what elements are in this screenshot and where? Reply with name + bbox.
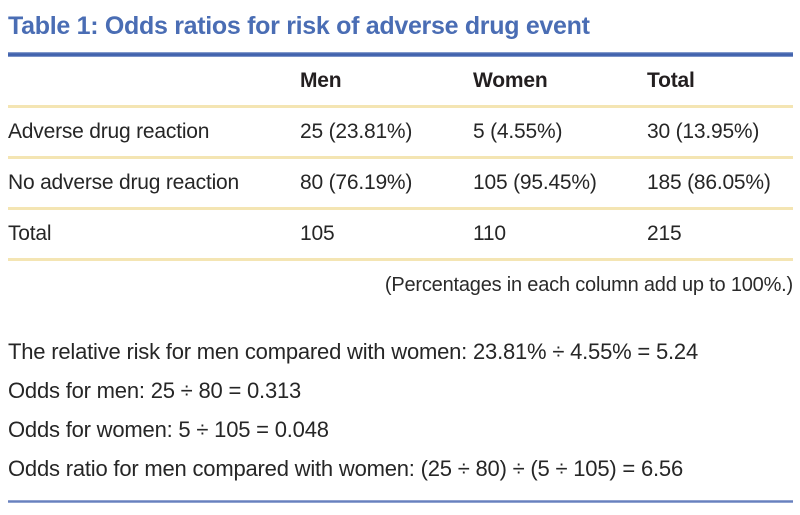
row-label: Adverse drug reaction: [8, 120, 210, 143]
cell-women: 5 (4.55%): [473, 120, 563, 143]
col-header-total: Total: [647, 69, 695, 92]
cell-women: 110: [473, 222, 506, 245]
cell-men: 105: [300, 222, 335, 245]
cell-total: 215: [647, 222, 682, 245]
table-row: Adverse drug reaction 25 (23.81%) 5 (4.5…: [8, 107, 793, 158]
cell-total: 30 (13.95%): [647, 120, 760, 143]
odds-ratio-table: Men Women Total Adverse drug reaction 25…: [8, 57, 793, 261]
odds-ratio-line: Odds ratio for men compared with women: …: [8, 456, 683, 481]
calculations-block: The relative risk for men compared with …: [8, 332, 793, 488]
row-label: Total: [8, 222, 52, 245]
table-header-row: Men Women Total: [8, 57, 793, 107]
relative-risk-line: The relative risk for men compared with …: [8, 339, 698, 364]
cell-women: 105 (95.45%): [473, 171, 597, 194]
col-header-women: Women: [473, 69, 548, 92]
col-header-rowlabel: [8, 57, 300, 107]
cell-total: 185 (86.05%): [647, 171, 771, 194]
table-figure: Table 1: Odds ratios for risk of adverse…: [8, 12, 793, 503]
top-rule: [8, 52, 793, 57]
table-title: Table 1: Odds ratios for risk of adverse…: [8, 12, 590, 40]
table-row-total: Total 105 110 215: [8, 209, 793, 260]
cell-men: 80 (76.19%): [300, 171, 413, 194]
table-row: No adverse drug reaction 80 (76.19%) 105…: [8, 158, 793, 209]
odds-men-line: Odds for men: 25 ÷ 80 = 0.313: [8, 378, 302, 403]
row-label: No adverse drug reaction: [8, 171, 239, 194]
col-header-men: Men: [300, 69, 342, 92]
percentages-note: (Percentages in each column add up to 10…: [384, 274, 793, 296]
cell-men: 25 (23.81%): [300, 120, 413, 143]
odds-women-line: Odds for women: 5 ÷ 105 = 0.048: [8, 417, 329, 442]
bottom-rule: [8, 500, 793, 503]
